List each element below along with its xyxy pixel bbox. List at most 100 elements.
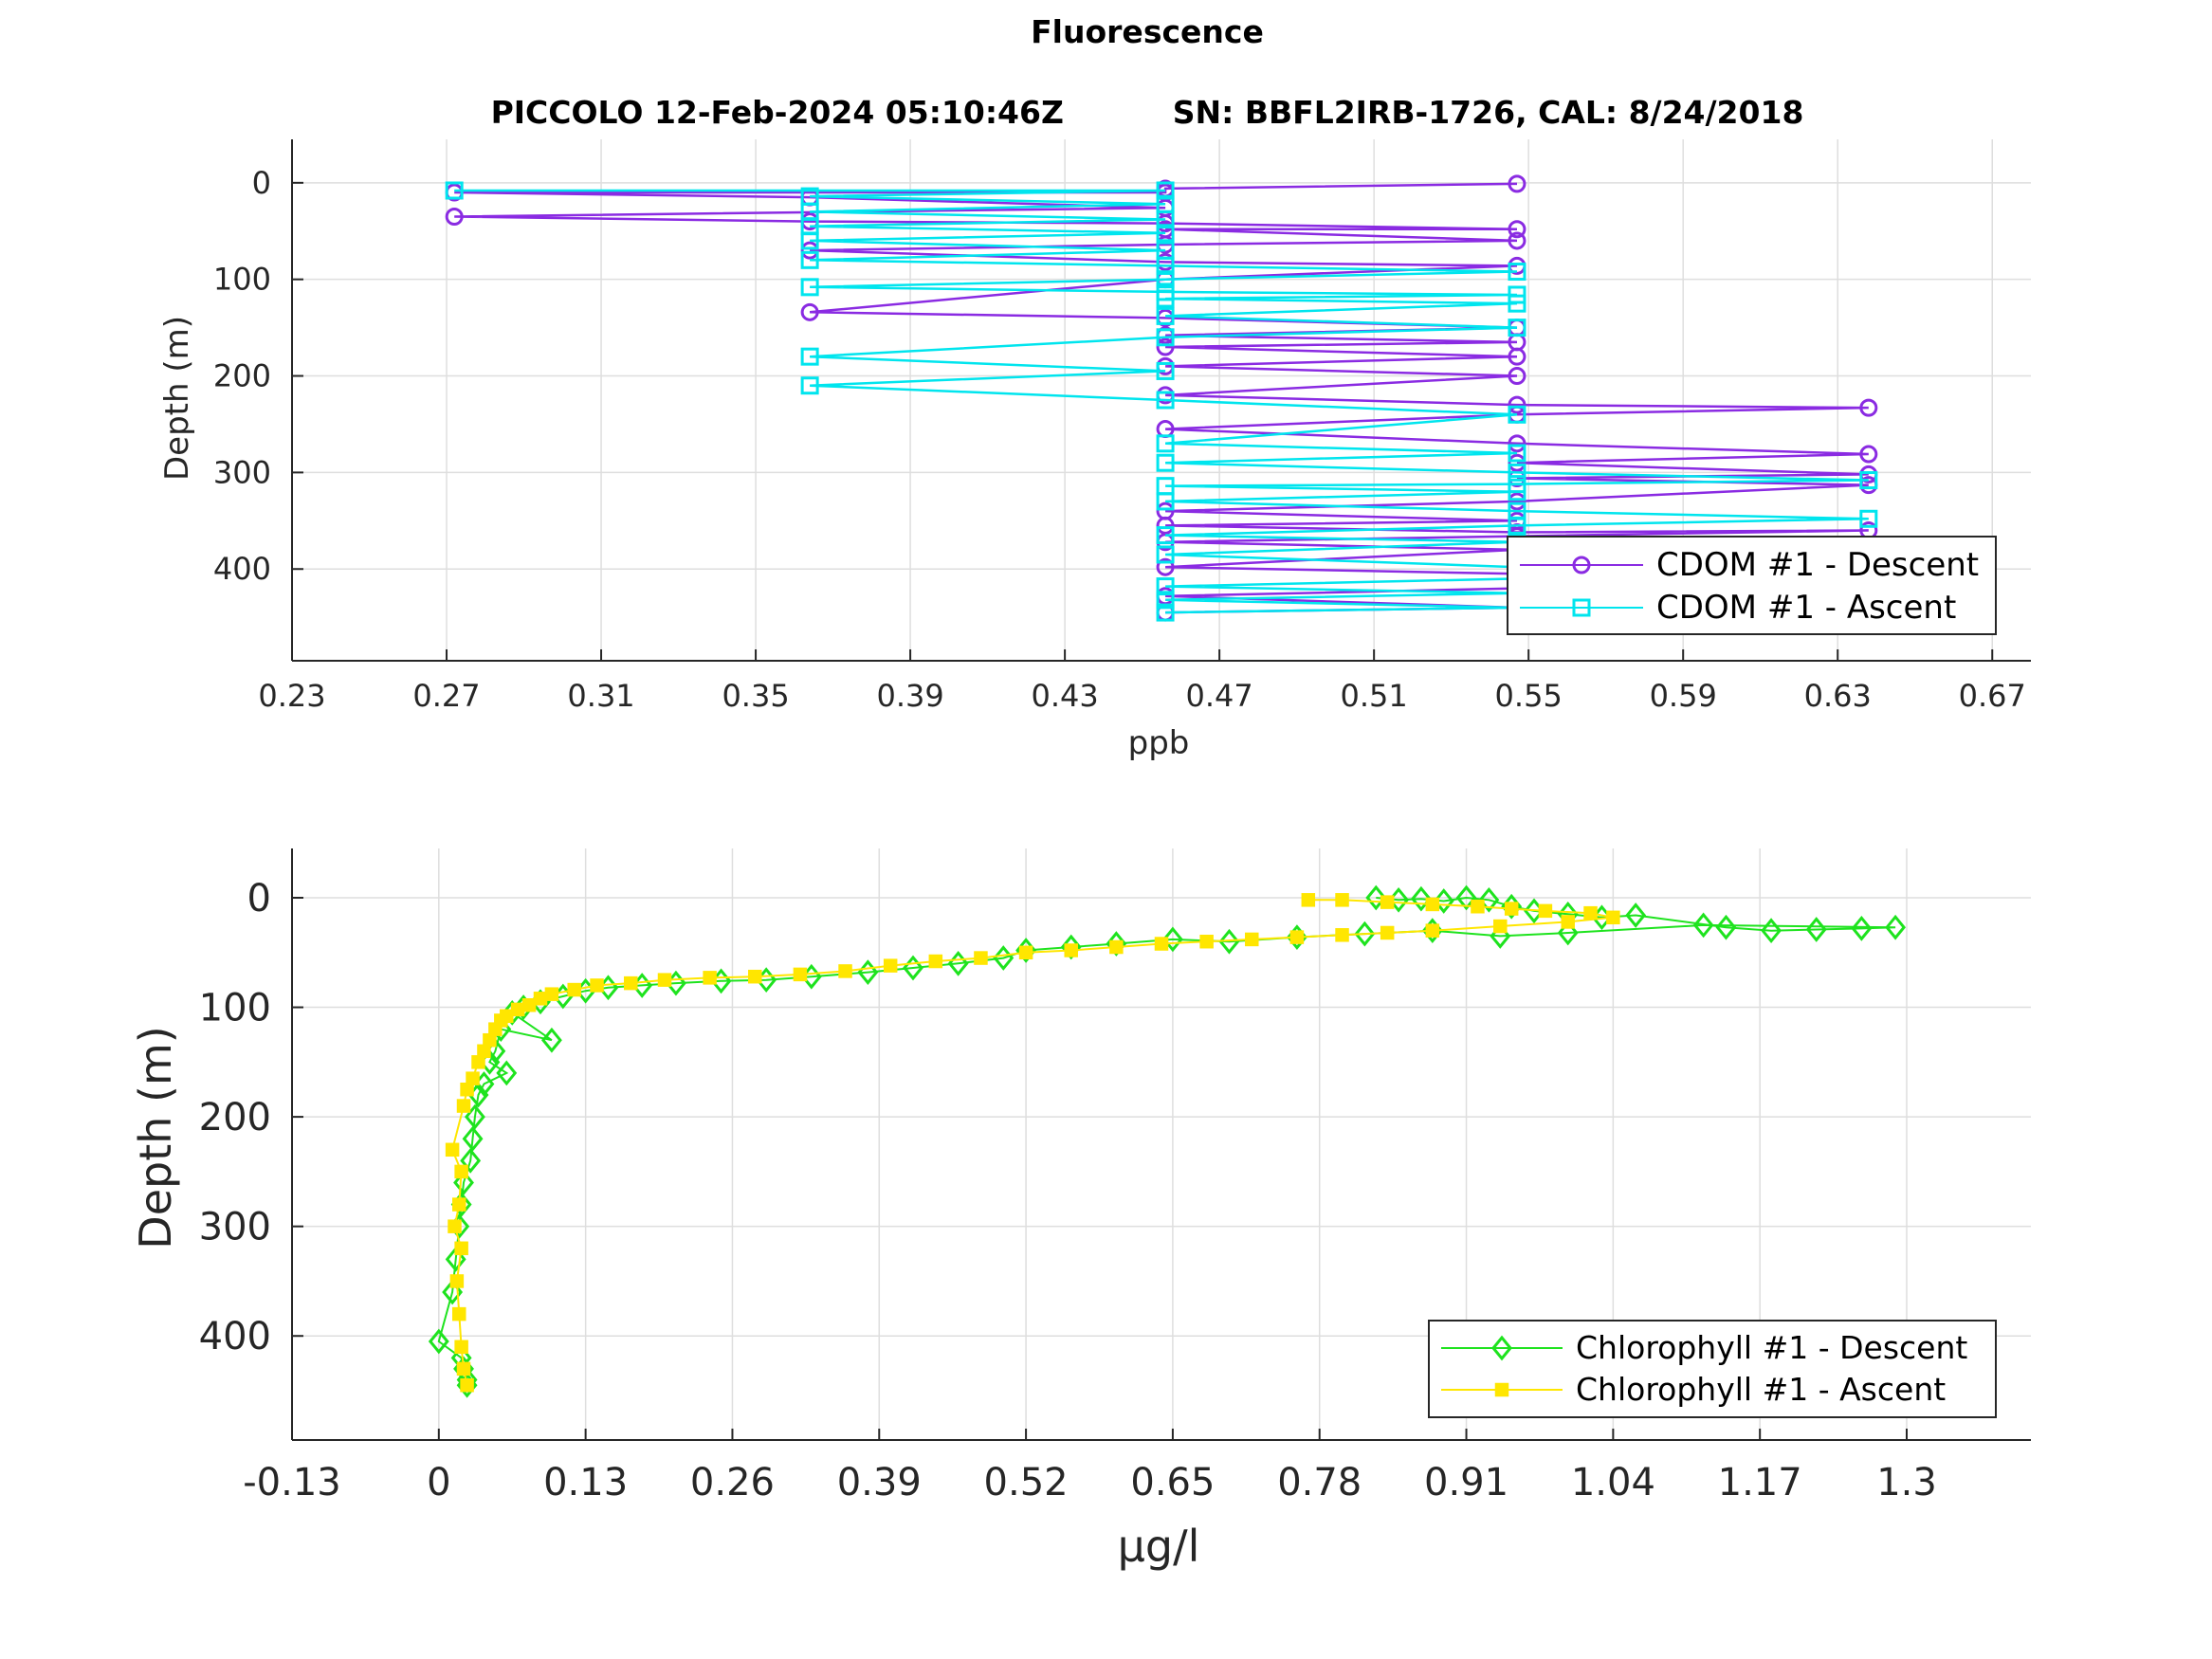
series-line — [454, 189, 1869, 614]
chlorophyll-x-tick-label: 1.3 — [1876, 1461, 1937, 1504]
data-point — [624, 975, 638, 991]
data-point — [466, 1071, 480, 1085]
chlorophyll-x-tick-label: 0.91 — [1424, 1461, 1508, 1504]
data-point — [1455, 884, 1477, 911]
cdom-legend-box — [1507, 536, 1997, 635]
data-point — [496, 1060, 518, 1086]
data-point — [1508, 367, 1526, 386]
data-point — [1064, 943, 1078, 957]
chlorophyll-axes: -0.13 0 0.13 0.26 0.39 0.52 0.65 0.78 0.91 1.04 1.… — [130, 848, 2031, 1572]
data-point — [1508, 285, 1526, 304]
series-line — [454, 182, 1869, 614]
data-point — [1156, 557, 1175, 576]
cdom-x-tick-label: 0.39 — [876, 678, 943, 714]
data-point — [1199, 934, 1214, 949]
data-point — [800, 187, 819, 206]
legend-item-cdom-descent — [1520, 556, 1643, 574]
data-point — [1156, 283, 1175, 301]
data-point — [800, 250, 819, 269]
cdom-x-tick-label: 0.59 — [1650, 678, 1717, 714]
data-point — [1508, 444, 1526, 463]
data-point — [464, 1103, 485, 1130]
chlorophyll-x-tick-label: -0.13 — [243, 1461, 341, 1504]
data-point — [1508, 319, 1526, 337]
cdom-y-tick-label: 200 — [213, 358, 271, 394]
chlorophyll-y-tick-label: 200 — [199, 1096, 271, 1139]
data-point — [452, 1197, 466, 1212]
data-point — [1156, 545, 1175, 564]
data-point — [1156, 434, 1175, 453]
data-point — [460, 1377, 474, 1393]
data-point — [974, 951, 988, 965]
chlorophyll-series — [428, 884, 1907, 1398]
data-point — [448, 1219, 462, 1233]
data-point — [454, 1164, 468, 1179]
data-point — [1561, 915, 1575, 929]
data-point — [445, 207, 464, 226]
data-point — [1301, 893, 1316, 907]
data-point — [1859, 445, 1878, 464]
data-point — [590, 978, 604, 993]
cdom-x-tick-label: 0.55 — [1495, 678, 1563, 714]
cdom-y-tick-label: 400 — [213, 551, 271, 587]
data-point — [1410, 885, 1432, 912]
legend-item-chlorophyll-ascent — [1441, 1382, 1563, 1397]
data-point — [460, 1147, 482, 1174]
data-point — [1508, 263, 1526, 282]
data-point — [452, 1306, 466, 1322]
chlorophyll-axis-frame — [291, 848, 2031, 1441]
cdom-xlabel: ppb — [1128, 724, 1190, 762]
data-point — [1508, 492, 1526, 511]
legend-marker — [1491, 1335, 1512, 1361]
data-point — [1156, 270, 1175, 289]
data-point — [454, 1340, 468, 1355]
data-point — [1156, 361, 1175, 380]
data-point — [1583, 905, 1598, 921]
cdom-y-tick-label: 100 — [213, 262, 271, 298]
data-point — [449, 1274, 465, 1288]
chlorophyll-y-tick-label: 100 — [199, 987, 271, 1030]
cdom-series — [445, 174, 1878, 622]
legend-label-chlorophyll-ascent: Chlorophyll #1 - Ascent — [1576, 1371, 1946, 1408]
data-point — [1761, 918, 1782, 944]
data-point — [1380, 925, 1395, 940]
cdom-y-tick-label: 0 — [252, 165, 271, 201]
data-point — [1156, 194, 1175, 213]
series-ascent — [445, 181, 1878, 622]
data-point — [1335, 928, 1349, 942]
data-point — [1715, 914, 1737, 940]
legend-item-cdom-ascent — [1520, 598, 1643, 617]
data-point — [1380, 895, 1395, 909]
data-point — [703, 971, 717, 985]
chlorophyll-ylabel: Depth (m) — [130, 1026, 181, 1249]
legend-marker — [1494, 1382, 1509, 1397]
chlorophyll-legend-box — [1428, 1320, 1997, 1418]
data-point — [1156, 477, 1175, 496]
chlorophyll-legend: Chlorophyll #1 - Descent Chlorophyll #1 … — [1428, 1320, 1997, 1418]
data-point — [1508, 231, 1526, 250]
data-point — [1805, 917, 1827, 942]
chlorophyll-x-tick-label: 0.65 — [1130, 1461, 1215, 1504]
data-point — [1161, 926, 1183, 953]
series-descent — [428, 884, 1907, 1398]
data-point — [1859, 471, 1878, 490]
data-point — [1156, 241, 1175, 260]
chlorophyll-x-tick-label: 0.52 — [984, 1461, 1069, 1504]
data-point — [1156, 453, 1175, 472]
data-point — [883, 958, 898, 973]
data-point — [1508, 434, 1526, 453]
data-point — [1885, 914, 1907, 940]
cdom-x-tick-label: 0.47 — [1186, 678, 1253, 714]
series-ascent — [445, 893, 1620, 1393]
cdom-x-tick-label: 0.63 — [1804, 678, 1872, 714]
legend-item-chlorophyll-descent — [1441, 1335, 1563, 1361]
chlorophyll-x-tick-label: 0.26 — [690, 1461, 775, 1504]
data-point — [748, 969, 762, 984]
cdom-x-tick-label: 0.35 — [722, 678, 789, 714]
data-point — [1109, 939, 1124, 955]
data-point — [1538, 903, 1553, 919]
data-point — [800, 302, 819, 321]
data-point — [1557, 920, 1579, 946]
cdom-x-tick-label: 0.51 — [1341, 678, 1408, 714]
data-point — [800, 347, 819, 366]
